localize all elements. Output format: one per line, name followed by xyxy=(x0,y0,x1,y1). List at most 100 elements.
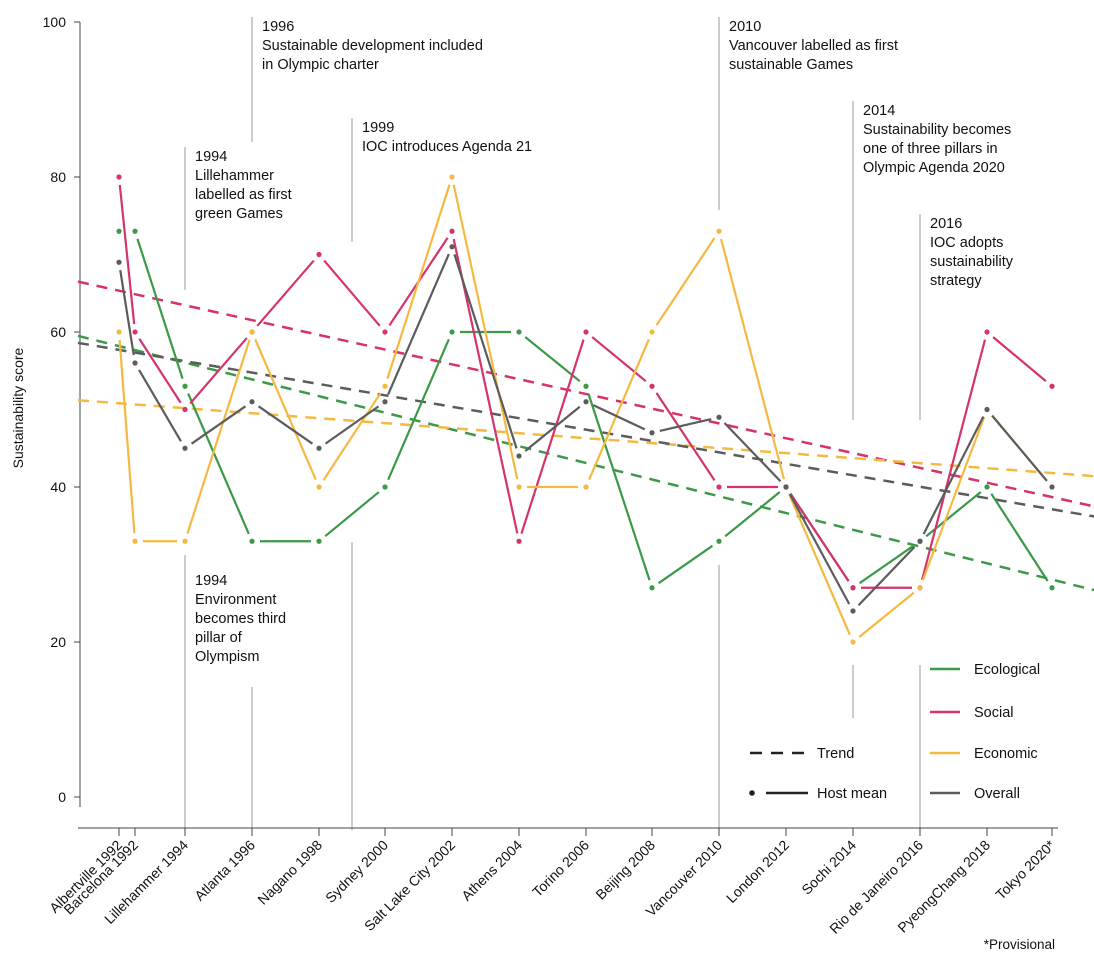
data-point-social xyxy=(382,329,388,335)
legend-label-economic: Economic xyxy=(974,746,1038,762)
data-point-ecological xyxy=(382,484,388,490)
series-line-economic xyxy=(452,184,519,480)
data-point-social xyxy=(850,585,856,591)
data-point-social xyxy=(132,329,138,335)
data-point-social xyxy=(516,538,522,544)
annotation-text: 2010 xyxy=(729,19,761,35)
series-line-overall xyxy=(991,414,1048,482)
annotation-text: 1994 xyxy=(195,149,227,165)
data-point-social xyxy=(449,228,455,234)
legend: Ecological Social Economic Overall Trend Host… xyxy=(749,662,1040,802)
data-point-ecological xyxy=(116,228,122,234)
series-line-social xyxy=(992,336,1047,382)
series-line-economic xyxy=(386,184,451,379)
annotation-text: becomes third xyxy=(195,611,286,627)
series-line-social xyxy=(520,339,585,534)
data-point-overall xyxy=(182,445,188,451)
annotation-text: 1994 xyxy=(195,573,227,589)
data-point-social xyxy=(316,251,322,258)
data-point-ecological xyxy=(316,538,322,544)
annotation-text: IOC adopts xyxy=(930,235,1003,251)
data-point-social xyxy=(116,174,122,180)
series-line-overall xyxy=(119,269,135,356)
series-line-social xyxy=(920,339,987,581)
data-point-economic xyxy=(516,484,522,490)
series-line-overall xyxy=(138,369,182,442)
series-line-overall xyxy=(387,253,450,395)
provisional-footnote: *Provisional xyxy=(984,937,1055,952)
x-tick-label: Sochi 2014 xyxy=(798,837,859,898)
annotation-text: Environment xyxy=(195,592,276,608)
data-point-ecological xyxy=(1049,585,1055,591)
data-point-overall xyxy=(649,430,655,436)
data-point-ecological xyxy=(984,484,990,490)
annotation-text: sustainable Games xyxy=(729,57,853,73)
data-point-economic xyxy=(917,585,923,591)
data-point-ecological xyxy=(449,329,455,335)
annotation-text: labelled as first xyxy=(195,187,292,203)
series-line-social xyxy=(323,259,381,327)
trend-line-social xyxy=(77,280,1094,508)
legend-label-mean: Host mean xyxy=(817,786,887,802)
series-line-overall xyxy=(524,405,581,452)
series-line-ecological xyxy=(524,336,581,383)
data-point-overall xyxy=(449,244,455,250)
trend-line-economic xyxy=(77,398,1094,478)
annotations: 1994 Lillehammer labelled as first green Ga… xyxy=(184,17,1014,830)
data-point-ecological xyxy=(132,228,138,234)
legend-swatch-mean-dot xyxy=(749,790,755,796)
series-line-social xyxy=(118,184,136,325)
series-line-economic xyxy=(118,339,136,534)
y-tick-label: 100 xyxy=(43,14,67,30)
y-axis-label: Sustainability score xyxy=(10,347,26,468)
legend-label-ecological: Ecological xyxy=(974,662,1040,678)
data-point-economic xyxy=(116,329,122,335)
series-line-social xyxy=(591,336,647,383)
series-line-overall xyxy=(788,493,851,605)
series-line-social xyxy=(655,392,716,481)
series-line-economic xyxy=(921,416,986,581)
data-point-overall xyxy=(1049,484,1055,490)
x-tick-label: Tokyo 2020* xyxy=(992,836,1058,902)
data-point-economic xyxy=(850,639,856,645)
legend-label-social: Social xyxy=(974,705,1014,721)
series-line-ecological xyxy=(587,393,651,581)
series-line-economic xyxy=(858,591,915,638)
x-tick-label: Atlanta 1996 xyxy=(191,837,258,904)
series-line-economic xyxy=(254,338,317,481)
data-point-ecological xyxy=(516,329,522,335)
data-point-ecological xyxy=(716,538,722,544)
y-tick-label: 40 xyxy=(50,479,66,495)
series-line-overall xyxy=(659,417,712,433)
series-line-social xyxy=(138,338,182,404)
annotation-text: 1996 xyxy=(262,19,294,35)
series-line-ecological xyxy=(387,338,450,481)
x-tick-label: Athens 2004 xyxy=(458,837,525,904)
data-point-overall xyxy=(132,360,138,366)
data-point-social xyxy=(984,329,990,335)
annotation-text: IOC introduces Agenda 21 xyxy=(362,139,532,155)
series-line-overall xyxy=(592,404,646,431)
data-point-overall xyxy=(382,399,388,405)
trend-line-ecological xyxy=(77,334,1094,592)
data-point-economic xyxy=(449,174,455,180)
annotation-text: 2016 xyxy=(930,216,962,232)
trend-lines xyxy=(77,280,1094,592)
y-tick-label: 80 xyxy=(50,169,66,185)
series-lines xyxy=(116,174,1055,645)
annotation-text: 1999 xyxy=(362,120,394,136)
trend-line-overall xyxy=(77,341,1094,518)
data-point-economic xyxy=(132,538,138,544)
data-point-economic xyxy=(649,329,655,335)
annotation-text: strategy xyxy=(930,273,982,289)
series-line-overall xyxy=(922,416,985,535)
x-tick-label: Beijing 2008 xyxy=(592,837,658,903)
annotation-text: 2014 xyxy=(863,103,895,119)
series-line-ecological xyxy=(990,493,1049,582)
data-point-social xyxy=(649,383,655,389)
data-point-social xyxy=(583,329,589,335)
series-line-economic xyxy=(788,493,851,636)
series-line-social xyxy=(189,337,248,405)
data-point-overall xyxy=(850,608,856,614)
series-line-economic xyxy=(655,237,716,326)
